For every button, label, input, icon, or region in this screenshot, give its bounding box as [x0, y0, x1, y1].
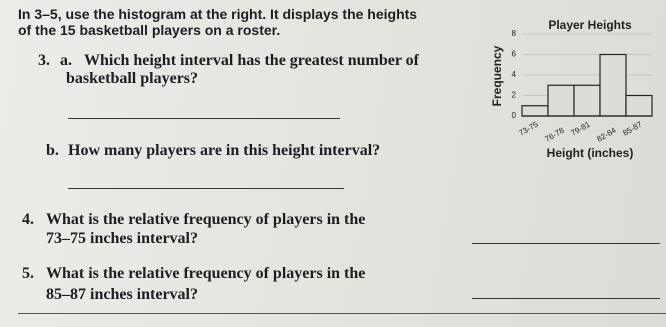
bar — [547, 84, 575, 117]
bar — [573, 84, 601, 117]
x-tick-label: 73-75 — [517, 119, 540, 137]
question-text: 73–75 inches interval? — [46, 230, 198, 247]
question-text: What is the relative frequency of player… — [46, 265, 366, 282]
bar — [625, 94, 653, 117]
answer-line — [68, 188, 344, 189]
x-tick-label: 82-84 — [595, 125, 618, 143]
answer-line — [68, 118, 340, 119]
x-tick-label: 76-78 — [543, 125, 566, 143]
question-text: What is the relative frequency of player… — [46, 211, 366, 228]
question-number: 5. — [22, 265, 34, 282]
y-tick-label: 6 — [512, 50, 517, 59]
question-text: Which height interval has the greatest n… — [84, 52, 419, 69]
y-tick-label: 2 — [512, 91, 517, 100]
intro-line: of the 15 basketball players on a roster… — [18, 22, 281, 38]
question-part: a. — [60, 52, 72, 69]
question-number: 3. — [38, 52, 50, 69]
question-text: How many players are in this height inte… — [68, 142, 381, 159]
x-tick-label: 79-81 — [569, 119, 592, 137]
x-axis-label: Height (inches) — [547, 146, 634, 160]
x-tick-label: 85-87 — [621, 119, 644, 137]
answer-line — [472, 243, 660, 244]
question-number: 4. — [22, 211, 34, 228]
y-tick-label: 0 — [512, 111, 517, 120]
question-text: basketball players? — [66, 70, 199, 87]
y-tick-label: 4 — [512, 70, 517, 79]
histogram: Player Heights Height (inches) Frequency… — [490, 18, 653, 160]
bar — [521, 105, 549, 117]
y-tick-label: 8 — [512, 29, 517, 38]
question-part: b. — [46, 142, 59, 159]
page-rule — [18, 313, 666, 314]
answer-line — [472, 298, 660, 299]
bar — [599, 53, 627, 117]
chart-title: Player Heights — [548, 18, 632, 32]
intro-line: In 3–5, use the histogram at the right. … — [18, 6, 418, 22]
y-axis-label: Frequency — [490, 45, 504, 106]
question-text: 85–87 inches interval? — [46, 286, 198, 303]
